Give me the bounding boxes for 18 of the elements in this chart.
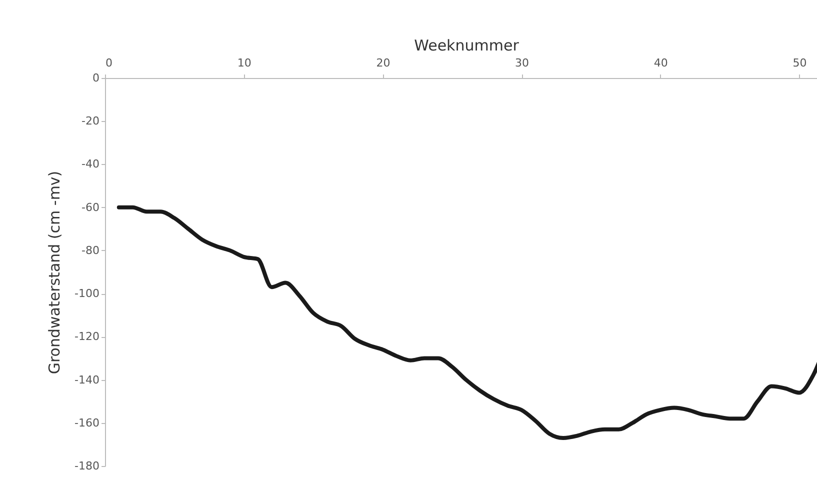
x-tick-label: 10: [237, 56, 252, 70]
x-tick-label: 50: [792, 56, 807, 70]
y-tick-label: -160: [74, 416, 100, 430]
y-tick-label: -180: [74, 460, 100, 472]
y-axis-title: Grondwaterstand (cm -mv): [46, 170, 64, 374]
y-tick-label: -120: [74, 330, 100, 344]
y-tick-label: -100: [74, 287, 100, 300]
y-tick-label: -60: [82, 200, 100, 214]
x-axis-title: Weeknummer: [414, 36, 520, 54]
y-tick-label: -140: [74, 373, 100, 386]
y-tick-label: -20: [82, 114, 100, 128]
x-tick-label: 30: [515, 56, 530, 70]
x-tick-label: 20: [376, 56, 390, 70]
x-tick-label: 40: [654, 56, 668, 70]
y-tick-label: -40: [82, 158, 100, 171]
y-tick-label: -80: [82, 244, 100, 257]
x-tick-label: 0: [106, 56, 112, 70]
y-tick-label: 0: [92, 72, 100, 84]
